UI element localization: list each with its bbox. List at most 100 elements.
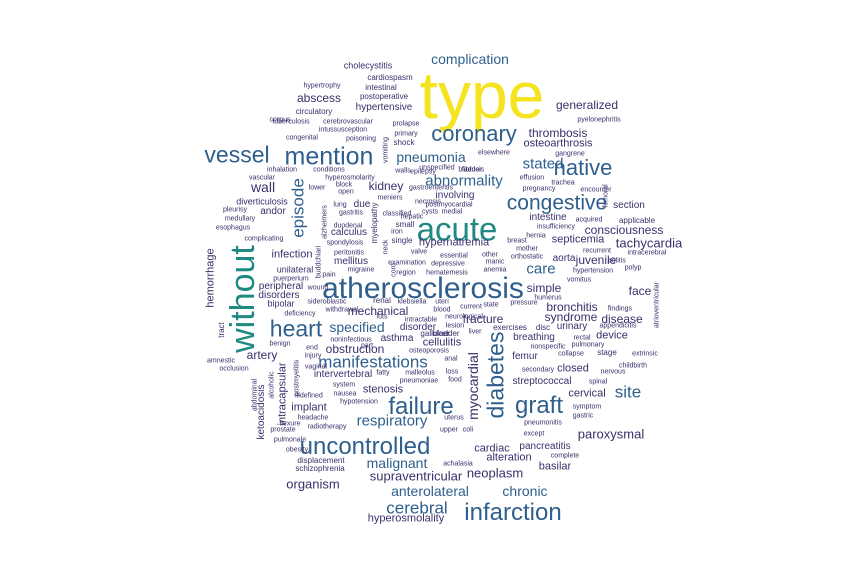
word: anterolateral bbox=[391, 483, 469, 499]
word: spondylosis bbox=[326, 239, 364, 247]
word: valve bbox=[410, 248, 428, 256]
word: hyperosmolarity bbox=[325, 174, 375, 182]
word: deficiency bbox=[284, 310, 316, 318]
word: closed bbox=[557, 362, 589, 375]
word: colitis bbox=[608, 257, 626, 265]
word: congenital bbox=[286, 134, 318, 142]
word: blood bbox=[433, 306, 451, 314]
word: anal bbox=[444, 355, 458, 363]
word: manifestations bbox=[318, 352, 428, 372]
word: except bbox=[523, 430, 545, 438]
word: cord bbox=[390, 263, 398, 277]
word: gangrene bbox=[555, 150, 585, 158]
word: abdominal bbox=[251, 378, 259, 412]
word: supraventricular bbox=[369, 468, 463, 484]
word: acute bbox=[416, 210, 498, 248]
word: polyp bbox=[624, 264, 642, 272]
word: medial bbox=[441, 208, 463, 216]
word: syndrome bbox=[544, 310, 598, 324]
word: hematemesis bbox=[426, 269, 468, 277]
word: urinary bbox=[556, 321, 588, 332]
word: upper bbox=[440, 426, 458, 434]
word: specified bbox=[329, 319, 385, 335]
word: effusion bbox=[519, 174, 545, 182]
word: epilepsy bbox=[410, 168, 436, 176]
word: malignant bbox=[366, 455, 428, 471]
word: intestine bbox=[529, 212, 567, 223]
word: peritonitis bbox=[334, 249, 364, 257]
word: insufficiency bbox=[536, 223, 576, 231]
word: prostate bbox=[270, 426, 296, 434]
word: postoperative bbox=[359, 92, 409, 101]
word: prolapse bbox=[392, 120, 420, 128]
word: uteri bbox=[435, 298, 449, 306]
word: hyperosmolality bbox=[367, 512, 445, 525]
word: respiratory bbox=[356, 412, 428, 430]
word: thrombosis bbox=[528, 126, 588, 140]
word: gastroenteritis bbox=[409, 184, 453, 192]
word: pulmonale bbox=[273, 436, 307, 444]
word: basilar bbox=[538, 460, 572, 473]
word: acquired bbox=[575, 216, 603, 224]
word: hepatic bbox=[400, 213, 424, 221]
word: mechanical bbox=[347, 304, 409, 318]
word: food bbox=[448, 376, 462, 384]
word: hernia bbox=[526, 232, 546, 240]
word: encounter bbox=[580, 186, 612, 194]
word: gastric bbox=[572, 412, 594, 420]
word: buddchiari bbox=[315, 245, 323, 279]
word: heart bbox=[269, 315, 323, 342]
word: malleolus bbox=[405, 369, 435, 377]
word: cholecystitis bbox=[343, 60, 393, 71]
word: atrioventricular bbox=[653, 282, 661, 328]
word: pneumonitis bbox=[524, 419, 562, 427]
word: vascular bbox=[248, 174, 276, 182]
word: gastritis bbox=[338, 209, 364, 217]
word: intracapsular bbox=[276, 362, 289, 426]
word: disorders bbox=[258, 290, 300, 301]
word: secondary bbox=[521, 366, 555, 374]
word: chronic bbox=[502, 483, 548, 499]
word: episode bbox=[288, 178, 308, 238]
word: simple bbox=[526, 281, 562, 295]
word: congestive bbox=[506, 191, 608, 215]
word: withdrawal bbox=[325, 306, 359, 314]
word: other bbox=[482, 251, 498, 259]
word: fracture bbox=[462, 312, 504, 326]
word: calculus bbox=[330, 227, 368, 238]
word: andor bbox=[260, 206, 286, 217]
word: device bbox=[596, 329, 628, 342]
word: alcoholic bbox=[268, 371, 276, 399]
word: unilateral bbox=[276, 264, 314, 275]
word: conditions bbox=[313, 166, 345, 174]
word: current bbox=[460, 303, 482, 311]
word: organism bbox=[286, 476, 340, 492]
word: orthostatic bbox=[510, 253, 544, 261]
word: spinal bbox=[588, 378, 608, 386]
word: recurrent bbox=[582, 247, 612, 255]
word: face bbox=[628, 284, 652, 298]
word: pulmonary bbox=[571, 341, 605, 349]
word: involving bbox=[435, 190, 475, 201]
word: primary bbox=[394, 130, 418, 138]
word: humerus bbox=[534, 294, 562, 302]
word: occlusion bbox=[219, 365, 249, 373]
word: section bbox=[613, 200, 645, 211]
word: disorder bbox=[399, 322, 437, 333]
word: breathing bbox=[513, 332, 555, 343]
word: single bbox=[391, 236, 413, 245]
word: poisoning bbox=[346, 135, 376, 143]
word: region bbox=[396, 269, 416, 277]
word: abscess bbox=[296, 91, 342, 105]
word: lesion bbox=[445, 322, 465, 330]
word: liver bbox=[468, 328, 482, 336]
word: block bbox=[335, 181, 353, 189]
word: asthma bbox=[380, 333, 414, 344]
word: diabetes bbox=[482, 331, 509, 419]
word: disease bbox=[601, 312, 643, 326]
word: osteoporosis bbox=[409, 347, 449, 355]
word: osteoarthrosis bbox=[523, 137, 593, 150]
word: type bbox=[419, 58, 545, 132]
word: classified bbox=[382, 210, 412, 218]
